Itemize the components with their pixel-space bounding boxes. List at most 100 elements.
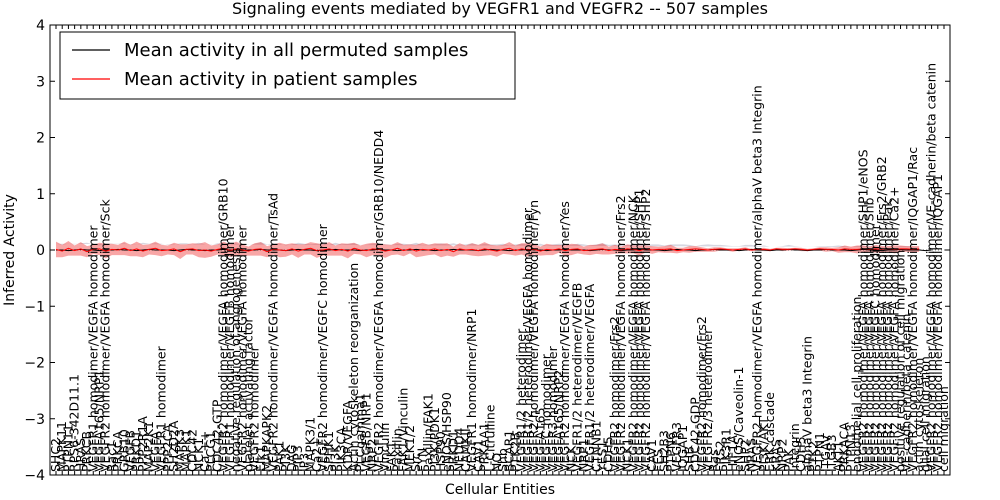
x-tick-label: VEGFR3 xyxy=(669,422,684,472)
x-tick-label: NRAS xyxy=(744,438,759,472)
x-tick-label: Integrin xyxy=(787,423,802,472)
x-tick-label: CDC42-GTP xyxy=(210,399,225,472)
x-tick-label: VEGFR1/2 heterodimer/VEGFA homodimer xyxy=(520,207,535,472)
x-tick-label: Vinculin xyxy=(377,423,392,472)
x-tick-label: YES1 xyxy=(595,441,610,473)
x-tick-label: actin cytoskeleton xyxy=(911,358,926,472)
permuted-band xyxy=(56,242,926,248)
x-tick-label: PPP2R1A xyxy=(135,416,150,472)
x-tick-label: NEDD4 xyxy=(452,428,467,472)
x-tick-label: Src xyxy=(408,452,423,472)
x-tick-label: VEGFR2 homodimer/VEGFA homodimer/Yes xyxy=(557,201,572,472)
y-tick-label: −3 xyxy=(24,412,45,428)
x-tick-label: negative regulation of angiogenesis xyxy=(228,248,243,473)
x-tick-label: PIK3R1 xyxy=(719,428,734,472)
x-tick-label: PRKACA xyxy=(837,422,852,472)
x-tick-label: MAPK1 xyxy=(178,429,193,472)
x-tick-label: PRKD1 xyxy=(129,430,144,472)
x-tick-label: VE-cadherin/beta catenin xyxy=(899,314,914,472)
x-tick-label: VEGFR2 homodimer/VEGFA homodimer/Fyn xyxy=(526,200,541,472)
x-tick-label: cell migration xyxy=(936,386,951,472)
x-tick-label: NCK1 xyxy=(191,438,206,472)
x-tick-label: ERK cascade xyxy=(762,392,777,472)
x-tick-label: MEK1/2 xyxy=(402,425,417,472)
x-tick-label: endothelial cell proliferation xyxy=(849,297,864,472)
x-tick-label: PTK2B xyxy=(508,432,523,472)
x-tick-label: SHB xyxy=(681,446,696,472)
x-tick-labels: SHC2MAPK11PTPN11RPS6-342D11.1HRASPRKCBVE… xyxy=(48,63,951,473)
legend-box xyxy=(59,31,516,100)
x-tick-label: NCK1 xyxy=(619,438,634,472)
x-tick-label: IQGAP1 xyxy=(675,425,690,472)
x-tick-label: VEGFR2 homodimer/VEGFA homodimer/alphaV … xyxy=(750,85,765,472)
x-tick-label: VEGFR2 homodimer/VEGFA homodimer/Ca2+ xyxy=(886,187,901,473)
x-tick-label: RPS6-342D11.1 xyxy=(67,374,82,472)
x-tick-label: NRP2 xyxy=(775,438,790,472)
x-tick-label: Ca2+ xyxy=(309,437,324,472)
x-tick-label: VEGFR2 homodimer/VEGFA homodimer/Frs2/GR… xyxy=(874,156,889,472)
x-tick-label: VEGFR1 homodimer xyxy=(154,345,169,472)
x-tick-label: VEGFR2 homodimer/VEGFC homodimer xyxy=(315,223,330,472)
x-tick-label: SHP2 xyxy=(737,439,752,472)
x-tick-label: IP3 xyxy=(296,453,311,472)
x-tick-label: VEGFA165/NRP1 xyxy=(92,370,107,472)
x-tick-label: SH2B3 xyxy=(657,430,672,472)
x-tick-label: Actin cytoskeleton reorganization xyxy=(346,263,361,472)
y-tick-label: −1 xyxy=(24,299,45,315)
x-tick-label: CAV1 xyxy=(644,439,659,472)
y-tick-label: 4 xyxy=(36,18,45,34)
x-tick-label: SPHK1 xyxy=(321,431,336,472)
x-tick-label: PTK2 xyxy=(806,441,821,472)
x-tick-label: VEGFR2 homodimer/VEGFC homodimer xyxy=(868,223,883,472)
x-tick-label: VEGFR1 homodimer/NRP1 xyxy=(464,309,479,472)
x-tick-label: VEGFR2 homodimer/VEGFA homodimer/Shb xyxy=(862,197,877,472)
x-tick-label: VEGFC homodimer xyxy=(539,353,554,472)
x-tick-label: VEGFR2 homodimer/VEGFA homodimer/Sck xyxy=(98,199,113,472)
x-tick-label: MAPKAPK2 xyxy=(259,405,274,472)
legend-entry: Mean activity in all permuted samples xyxy=(124,40,468,61)
x-tick-label: BCAR1 xyxy=(501,430,516,472)
x-tick-label: CAV1 xyxy=(470,439,485,472)
x-tick-label: VEGFA165/NRP2 xyxy=(551,370,566,472)
y-tick-label: −4 xyxy=(24,468,45,484)
x-tick-label: CDC42-GDP xyxy=(688,397,703,472)
x-tick-label: CDC42 xyxy=(185,429,200,472)
x-tick-label: eNOS/Caveolin-1 xyxy=(731,367,746,472)
x-tick-label: SHC2 xyxy=(48,438,63,472)
x-tick-label: GRB10 xyxy=(116,429,131,472)
x-tick-label: Shb xyxy=(495,448,510,472)
y-tick-label: 1 xyxy=(36,187,45,203)
x-tick-label: PPP2CA xyxy=(160,424,175,472)
y-axis-label: Inferred Activity xyxy=(2,194,18,306)
x-tick-label: PRKCB xyxy=(79,431,94,472)
x-tick-label: VEGFR2 homodimer/VEGFA homodimer/SHP2 xyxy=(638,188,653,472)
x-tick-label: DAG xyxy=(284,445,299,472)
x-tick-label: MAP2K1 xyxy=(141,421,156,472)
x-tick-label: FRS2 xyxy=(712,440,727,472)
x-tick-label: MAPK3 xyxy=(172,429,187,472)
x-tick-label: PI3K xyxy=(278,444,293,472)
x-tick-label: positive regulation of cell migration xyxy=(893,250,908,472)
x-tick-label: VEGFR2 homodimer/Frs2 xyxy=(607,316,622,472)
x-tick-label: VEGFR1/2 heterodimer xyxy=(514,328,529,472)
x-tick-label: CDH5 xyxy=(601,436,616,472)
x-tick-label: VEGFR2 homodimer/VEGFA homodimer/Pak xyxy=(880,199,895,472)
x-tick-label: SH2D2A xyxy=(166,420,181,472)
series-lines xyxy=(55,247,932,253)
x-tick-label: VEGFA165 xyxy=(532,407,547,472)
x-tick-label: VEGFR2 homodimer/VEGFA homodimer xyxy=(234,225,249,472)
x-tick-label: PAK xyxy=(781,448,796,472)
x-tick-label: VEGFR1/2 heterodimer/VEGFB xyxy=(570,283,585,472)
x-tick-label: VEGFR2 homodimer/VEGFA homodimer/GRB10 xyxy=(216,178,231,472)
legend-entry: Mean activity in patient samples xyxy=(124,69,418,90)
x-tick-label: KRAS xyxy=(768,439,783,472)
x-tick-label: VEGFR2 homodimer/VEGFA homodimer/IQGAP1 xyxy=(930,174,945,472)
x-tick-label: Paxillin/FAK1 xyxy=(421,393,436,472)
x-tick-label: HIF1A xyxy=(725,435,740,472)
x-tick-label: CTNNB1 xyxy=(588,420,603,472)
x-tick-label: ITGB3 xyxy=(824,434,839,472)
y-tick-label: 3 xyxy=(36,74,45,90)
x-tick-label: VEGFR1 homodimer/VEGFB homodimer xyxy=(222,224,237,472)
x-tick-label: MAPK3/1 xyxy=(303,417,318,472)
x-tick-label: VEGFR3 homodimer xyxy=(545,345,560,472)
